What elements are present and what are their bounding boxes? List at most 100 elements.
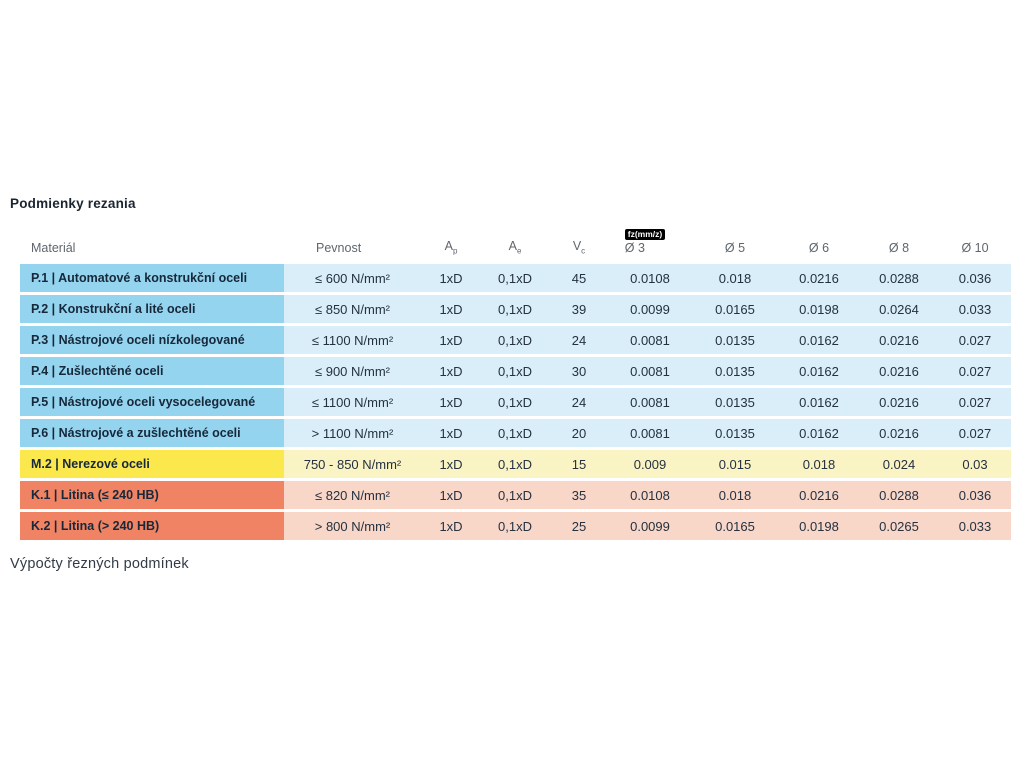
d8-cell: 0.0288 bbox=[859, 264, 939, 292]
vc-cell: 35 bbox=[549, 481, 609, 509]
material-cell: K.1 | Litina (≤ 240 HB) bbox=[20, 481, 284, 509]
d10-cell: 0.036 bbox=[939, 481, 1011, 509]
d5-cell: 0.015 bbox=[691, 450, 779, 478]
d3-cell: 0.0108 bbox=[609, 481, 691, 509]
d6-cell: 0.0198 bbox=[779, 295, 859, 323]
table-row: P.5 | Nástrojové oceli vysocelegované ≤ 1… bbox=[20, 388, 1011, 416]
table-row: M.2 | Nerezové oceli 750 - 850 N/mm² 1xD 0,… bbox=[20, 450, 1011, 478]
d10-cell: 0.027 bbox=[939, 388, 1011, 416]
table-row: P.1 | Automatové a konstrukční oceli ≤ 60… bbox=[20, 264, 1011, 292]
table-header: Materiál Pevnost Ap Ae Vc fz(mm/z) Ø 3 Ø… bbox=[20, 223, 1011, 261]
vc-sub: c bbox=[581, 246, 586, 255]
ap-base: A bbox=[444, 238, 453, 253]
d8-cell: 0.024 bbox=[859, 450, 939, 478]
d6-cell: 0.018 bbox=[779, 450, 859, 478]
col-header-d5: Ø 5 bbox=[724, 241, 746, 255]
d8-cell: 0.0216 bbox=[859, 326, 939, 354]
ae-cell: 0,1xD bbox=[481, 295, 549, 323]
table-row: P.4 | Zušlechtěné oceli ≤ 900 N/mm² 1xD 0,1… bbox=[20, 357, 1011, 385]
pevnost-cell: > 1100 N/mm² bbox=[284, 419, 421, 447]
col-header-d8: Ø 8 bbox=[888, 241, 910, 255]
d10-cell: 0.036 bbox=[939, 264, 1011, 292]
ae-cell: 0,1xD bbox=[481, 326, 549, 354]
material-cell: P.4 | Zušlechtěné oceli bbox=[20, 357, 284, 385]
ap-cell: 1xD bbox=[421, 388, 481, 416]
d10-cell: 0.027 bbox=[939, 357, 1011, 385]
material-cell: M.2 | Nerezové oceli bbox=[20, 450, 284, 478]
d5-cell: 0.0135 bbox=[691, 388, 779, 416]
d3-cell: 0.0099 bbox=[609, 295, 691, 323]
ap-cell: 1xD bbox=[421, 357, 481, 385]
cutting-conditions-table: Materiál Pevnost Ap Ae Vc fz(mm/z) Ø 3 Ø… bbox=[20, 220, 1011, 543]
ae-sub: e bbox=[516, 246, 522, 255]
page-title: Podmienky rezania bbox=[10, 196, 136, 211]
d3-cell: 0.0081 bbox=[609, 419, 691, 447]
d5-cell: 0.0135 bbox=[691, 419, 779, 447]
table-row: P.2 | Konstrukční a lité oceli ≤ 850 N/mm… bbox=[20, 295, 1011, 323]
material-cell: P.2 | Konstrukční a lité oceli bbox=[20, 295, 284, 323]
pevnost-cell: ≤ 600 N/mm² bbox=[284, 264, 421, 292]
ap-cell: 1xD bbox=[421, 326, 481, 354]
d5-cell: 0.0165 bbox=[691, 512, 779, 540]
d5-cell: 0.018 bbox=[691, 264, 779, 292]
d6-cell: 0.0162 bbox=[779, 419, 859, 447]
ap-cell: 1xD bbox=[421, 450, 481, 478]
ap-cell: 1xD bbox=[421, 295, 481, 323]
vc-cell: 20 bbox=[549, 419, 609, 447]
d5-cell: 0.0135 bbox=[691, 326, 779, 354]
d5-cell: 0.018 bbox=[691, 481, 779, 509]
vc-cell: 30 bbox=[549, 357, 609, 385]
table-row: K.1 | Litina (≤ 240 HB) ≤ 820 N/mm² 1xD 0,1… bbox=[20, 481, 1011, 509]
d6-cell: 0.0162 bbox=[779, 326, 859, 354]
pevnost-cell: ≤ 820 N/mm² bbox=[284, 481, 421, 509]
col-header-ae: Ae bbox=[481, 223, 549, 261]
ae-base: A bbox=[508, 238, 517, 253]
col-header-d6: Ø 6 bbox=[808, 241, 830, 255]
d6-cell: 0.0216 bbox=[779, 481, 859, 509]
d5-cell: 0.0165 bbox=[691, 295, 779, 323]
material-cell: K.2 | Litina (> 240 HB) bbox=[20, 512, 284, 540]
ae-cell: 0,1xD bbox=[481, 450, 549, 478]
pevnost-cell: ≤ 1100 N/mm² bbox=[284, 388, 421, 416]
pevnost-cell: ≤ 850 N/mm² bbox=[284, 295, 421, 323]
col-header-ap: Ap bbox=[421, 223, 481, 261]
d10-cell: 0.027 bbox=[939, 326, 1011, 354]
d8-cell: 0.0216 bbox=[859, 388, 939, 416]
d3-cell: 0.0081 bbox=[609, 326, 691, 354]
d3-header-group: fz(mm/z) Ø 3 bbox=[624, 226, 666, 255]
vc-cell: 15 bbox=[549, 450, 609, 478]
d3-label: Ø 3 bbox=[624, 241, 645, 255]
material-cell: P.1 | Automatové a konstrukční oceli bbox=[20, 264, 284, 292]
d6-cell: 0.0198 bbox=[779, 512, 859, 540]
ap-cell: 1xD bbox=[421, 481, 481, 509]
vc-cell: 25 bbox=[549, 512, 609, 540]
d3-cell: 0.0081 bbox=[609, 357, 691, 385]
ap-cell: 1xD bbox=[421, 512, 481, 540]
vc-base: V bbox=[572, 238, 582, 253]
ae-cell: 0,1xD bbox=[481, 512, 549, 540]
d10-cell: 0.027 bbox=[939, 419, 1011, 447]
col-header-d3: fz(mm/z) Ø 3 bbox=[609, 223, 691, 261]
table-row: P.6 | Nástrojové a zušlechtěné oceli > 11… bbox=[20, 419, 1011, 447]
d10-cell: 0.033 bbox=[939, 512, 1011, 540]
d3-cell: 0.0108 bbox=[609, 264, 691, 292]
d6-cell: 0.0162 bbox=[779, 388, 859, 416]
ae-cell: 0,1xD bbox=[481, 481, 549, 509]
pevnost-cell: ≤ 1100 N/mm² bbox=[284, 326, 421, 354]
d6-cell: 0.0216 bbox=[779, 264, 859, 292]
d5-cell: 0.0135 bbox=[691, 357, 779, 385]
d8-cell: 0.0216 bbox=[859, 357, 939, 385]
d8-cell: 0.0288 bbox=[859, 481, 939, 509]
ap-cell: 1xD bbox=[421, 419, 481, 447]
d8-cell: 0.0216 bbox=[859, 419, 939, 447]
table-row: P.3 | Nástrojové oceli nízkolegované ≤ 11… bbox=[20, 326, 1011, 354]
table-row: K.2 | Litina (> 240 HB) > 800 N/mm² 1xD 0,1… bbox=[20, 512, 1011, 540]
d8-cell: 0.0265 bbox=[859, 512, 939, 540]
ae-cell: 0,1xD bbox=[481, 357, 549, 385]
vc-cell: 24 bbox=[549, 326, 609, 354]
header-row: Materiál Pevnost Ap Ae Vc fz(mm/z) Ø 3 Ø… bbox=[20, 223, 1011, 261]
footer-text: Výpočty řezných podmínek bbox=[10, 556, 189, 572]
material-cell: P.6 | Nástrojové a zušlechtěné oceli bbox=[20, 419, 284, 447]
ae-cell: 0,1xD bbox=[481, 388, 549, 416]
cutting-conditions-table-wrap: Materiál Pevnost Ap Ae Vc fz(mm/z) Ø 3 Ø… bbox=[20, 220, 1011, 543]
